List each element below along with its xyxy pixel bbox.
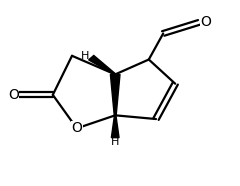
Text: O: O [71, 121, 82, 135]
Text: O: O [200, 15, 211, 29]
Polygon shape [110, 74, 120, 115]
Polygon shape [89, 55, 116, 75]
Text: H: H [111, 137, 119, 147]
Text: O: O [8, 88, 19, 102]
Polygon shape [111, 115, 119, 138]
Text: H: H [81, 51, 89, 61]
